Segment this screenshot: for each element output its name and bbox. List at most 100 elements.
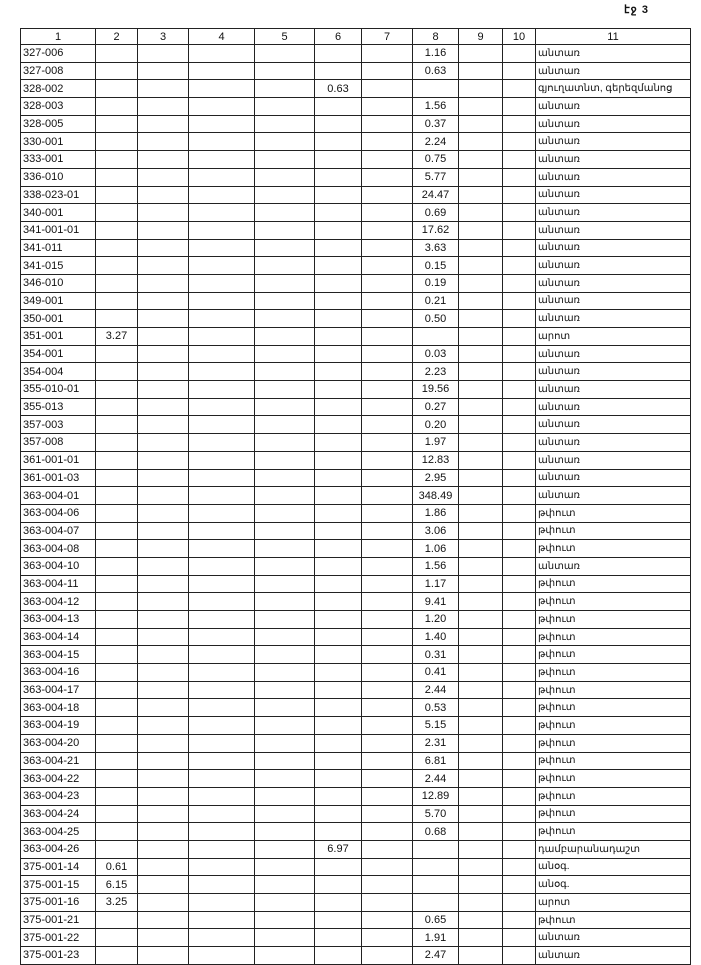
area-cell: [188, 804, 255, 824]
area-cell: [254, 822, 315, 841]
land-type-cell: անտառ: [535, 468, 691, 488]
area-cell: [458, 468, 503, 488]
area-cell: [458, 875, 503, 894]
table-row: 363-004-24 5.70 թփուտ: [20, 804, 691, 824]
area-cell: [502, 150, 536, 169]
table-row: 361-001-03 2.95 անտառ: [20, 468, 691, 488]
table-row: 363-004-07 3.06 թփուտ: [20, 521, 691, 541]
area-cell: 5.70: [412, 804, 459, 824]
area-cell: [254, 309, 315, 328]
parcel-code-cell: 363-004-19: [20, 716, 96, 735]
area-cell: [137, 61, 189, 81]
area-cell: [314, 680, 362, 700]
area-cell: [254, 574, 315, 594]
area-cell: [95, 610, 138, 629]
area-cell: [502, 44, 536, 63]
land-type-cell: թփուտ: [535, 503, 691, 523]
area-cell: [458, 291, 503, 311]
area-cell: [314, 309, 362, 328]
area-cell: [361, 380, 413, 399]
parcel-code-cell: 355-010-01: [20, 380, 96, 399]
area-cell: [188, 415, 255, 435]
area-cell: [361, 114, 413, 134]
area-cell: [137, 822, 189, 841]
parcel-code-cell: 363-004-11: [20, 574, 96, 594]
area-cell: [254, 733, 315, 753]
area-cell: [502, 680, 536, 700]
area-cell: [502, 928, 536, 948]
area-cell: 0.19: [412, 273, 459, 293]
table-row: 357-003 0.20 անտառ: [20, 415, 691, 435]
land-type-cell: թփուտ: [535, 574, 691, 594]
area-cell: [502, 574, 536, 594]
area-cell: [95, 839, 138, 859]
table-row: 363-004-13 1.20 թփուտ: [20, 610, 691, 629]
area-cell: [502, 857, 536, 877]
area-cell: [254, 946, 315, 965]
area-cell: [502, 804, 536, 824]
area-cell: [95, 698, 138, 718]
area-cell: [254, 610, 315, 629]
land-type-cell: անտառ: [535, 97, 691, 116]
land-type-cell: անտառ: [535, 203, 691, 222]
column-header: 3: [137, 28, 189, 45]
area-cell: [502, 468, 536, 488]
area-cell: [95, 786, 138, 806]
parcel-code-cell: 363-004-10: [20, 556, 96, 576]
area-cell: [137, 380, 189, 399]
land-type-cell: արոտ: [535, 893, 691, 912]
area-cell: [502, 97, 536, 116]
area-cell: [314, 61, 362, 81]
area-cell: [502, 610, 536, 629]
table-row: 333-001 0.75 անտառ: [20, 150, 691, 169]
area-cell: [137, 893, 189, 912]
land-type-cell: անտառ: [535, 362, 691, 382]
area-cell: 6.97: [314, 839, 362, 859]
area-cell: [458, 97, 503, 116]
area-cell: [188, 521, 255, 541]
area-cell: [188, 185, 255, 205]
area-cell: 0.65: [412, 910, 459, 930]
area-cell: [254, 910, 315, 930]
area-cell: [314, 574, 362, 594]
area-cell: [314, 893, 362, 912]
area-cell: 6.81: [412, 751, 459, 771]
area-cell: [137, 150, 189, 169]
table-row: 341-011 3.63 անտառ: [20, 238, 691, 258]
area-cell: [95, 273, 138, 293]
parcel-code-cell: 361-001-03: [20, 468, 96, 488]
area-cell: [95, 344, 138, 364]
area-cell: 348.49: [412, 486, 459, 505]
area-cell: [254, 44, 315, 63]
area-cell: [254, 273, 315, 293]
area-cell: [502, 910, 536, 930]
area-cell: [188, 627, 255, 647]
parcel-code-cell: 363-004-22: [20, 769, 96, 788]
area-cell: 2.47: [412, 946, 459, 965]
area-cell: [314, 132, 362, 152]
area-cell: [254, 751, 315, 771]
area-cell: [254, 114, 315, 134]
area-cell: [188, 256, 255, 275]
area-cell: [458, 751, 503, 771]
area-cell: [458, 521, 503, 541]
area-cell: [137, 185, 189, 205]
header-row: 1 2 3 4 5 6 7 8 9 10 11: [20, 28, 691, 45]
area-cell: [188, 380, 255, 399]
area-cell: [254, 875, 315, 894]
parcel-code-cell: 338-023-01: [20, 185, 96, 205]
area-cell: [361, 627, 413, 647]
area-cell: [254, 839, 315, 859]
area-cell: [502, 132, 536, 152]
area-cell: [188, 79, 255, 99]
land-type-cell: թփուտ: [535, 521, 691, 541]
area-cell: 12.89: [412, 786, 459, 806]
area-cell: [95, 592, 138, 611]
area-cell: [314, 238, 362, 258]
area-cell: [95, 928, 138, 948]
parcel-code-cell: 363-004-13: [20, 610, 96, 629]
area-cell: 1.16: [412, 44, 459, 63]
area-cell: [502, 556, 536, 576]
area-cell: [188, 44, 255, 63]
area-cell: [361, 839, 413, 859]
